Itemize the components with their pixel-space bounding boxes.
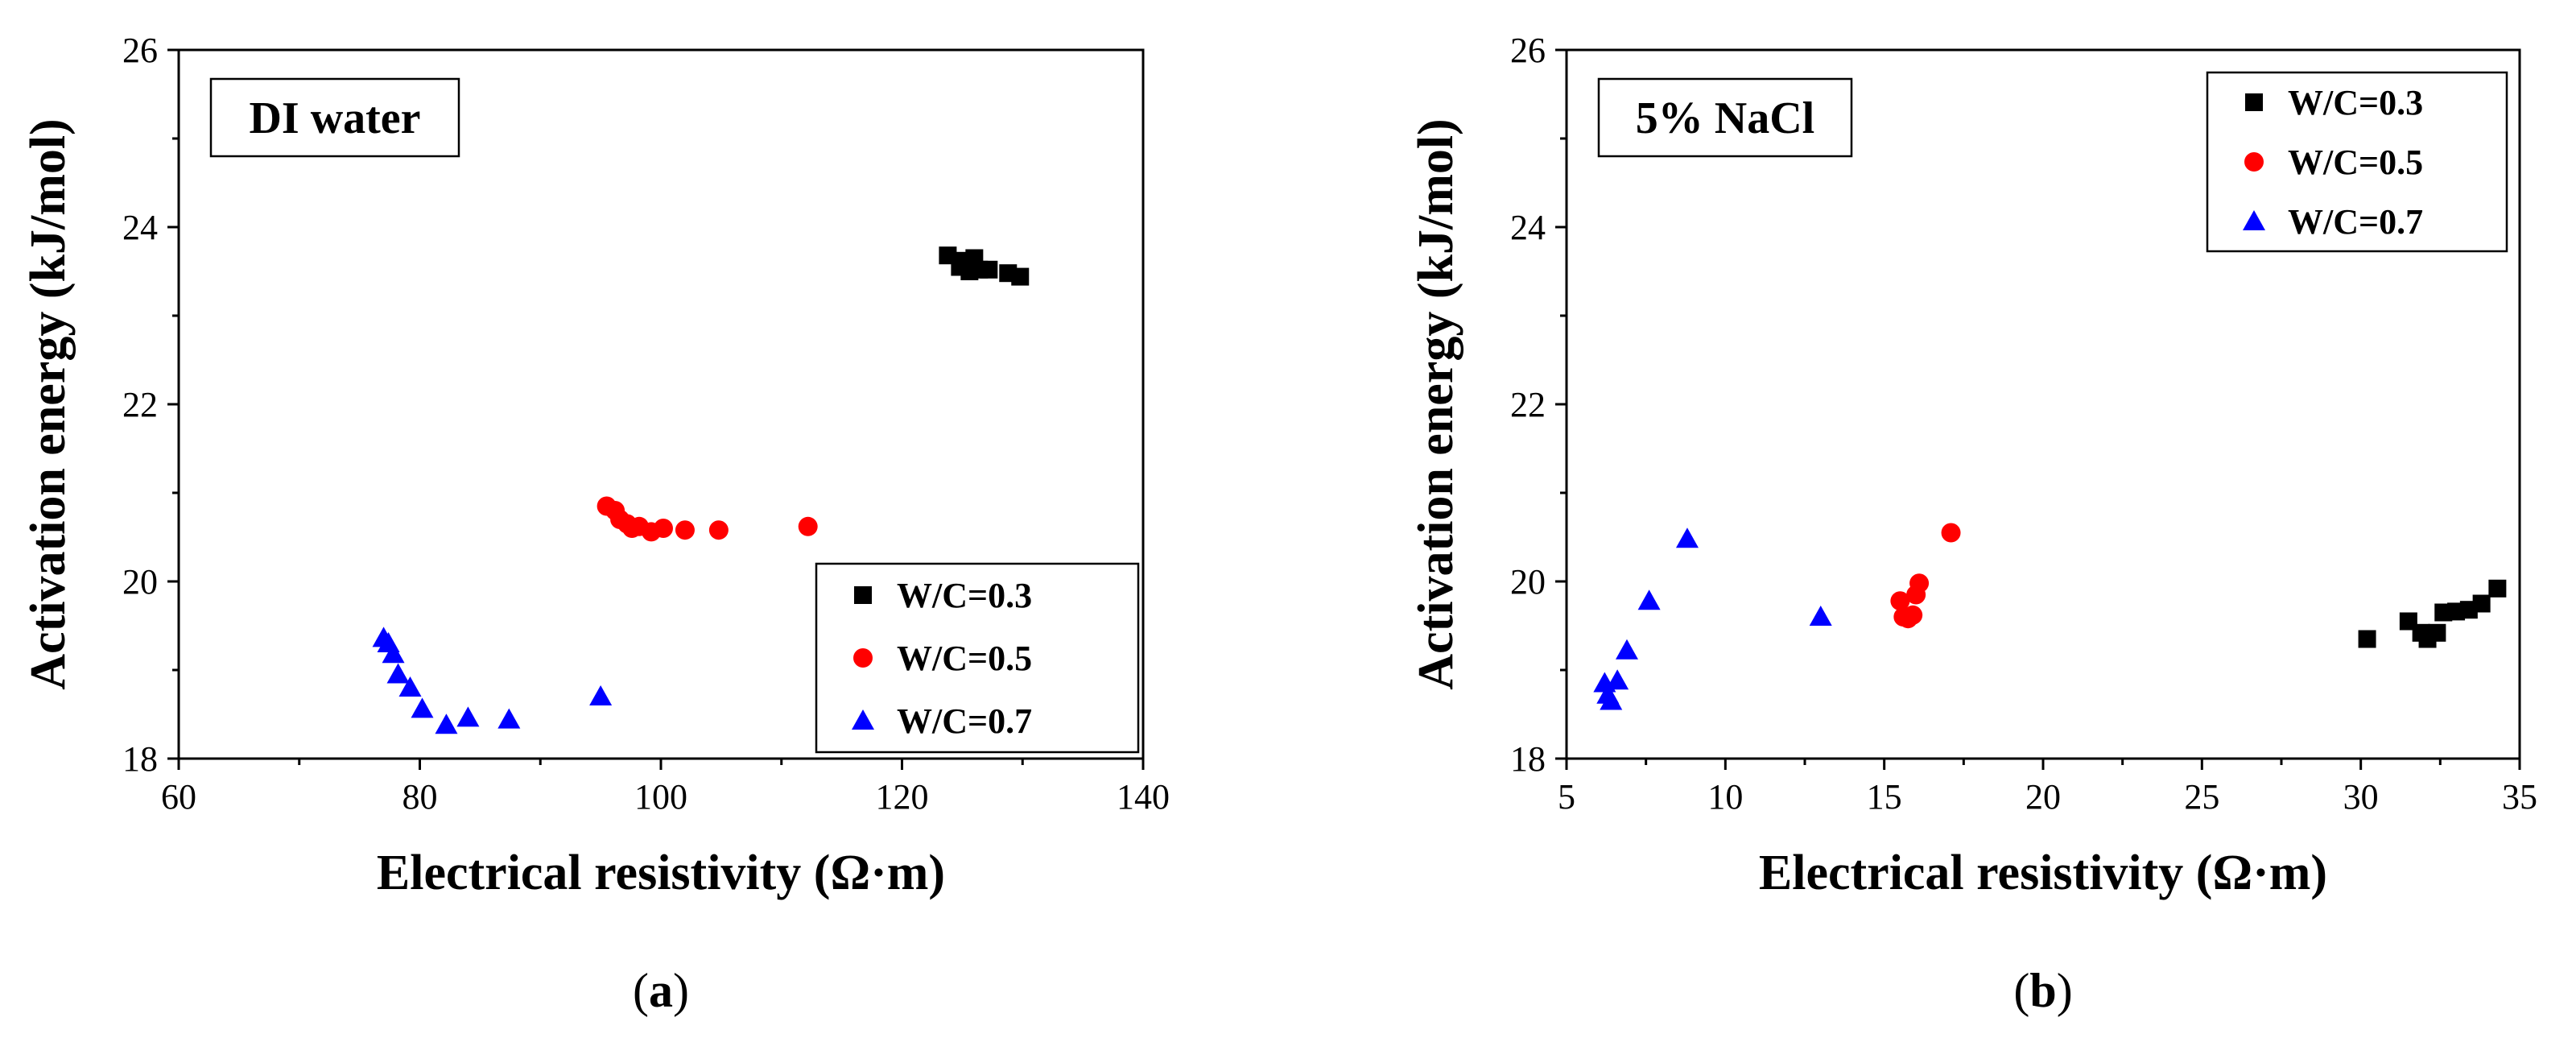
x-axis-label: Electrical resistivity (Ω·m) (1759, 846, 2327, 900)
data-point (1615, 639, 1638, 660)
data-point (497, 708, 521, 729)
legend-label: W/C=0.5 (2288, 143, 2423, 182)
x-tick-label: 20 (2025, 777, 2061, 817)
data-point (980, 260, 998, 279)
data-point (1909, 573, 1930, 594)
chart-panel-b: 5 10 15 20 25 30 35 18 20 22 24 26 Electrical resist… (1409, 31, 2537, 1017)
legend-label: W/C=0.3 (897, 576, 1032, 615)
data-point (675, 520, 695, 540)
legend-marker (2245, 93, 2263, 111)
data-point (1890, 591, 1910, 611)
panel-tag-label: DI water (249, 93, 420, 143)
y-tick-label: 26 (122, 31, 158, 70)
x-tick-label: 15 (1867, 777, 1902, 817)
caption-close-paren: ) (2057, 964, 2073, 1017)
legend-marker (852, 709, 874, 730)
legend-marker (2244, 152, 2264, 172)
data-point (798, 516, 818, 536)
data-point (2488, 579, 2507, 598)
x-tick-label: 25 (2184, 777, 2219, 817)
x-axis-label: Electrical resistivity (Ω·m) (377, 846, 945, 900)
series-W/C=0.7 (1593, 527, 1832, 710)
y-tick-label: 22 (1510, 385, 1546, 424)
legend-marker (2243, 210, 2265, 230)
series-W/C=0.7 (372, 627, 613, 734)
caption-close-paren: ) (673, 964, 689, 1017)
y-tick-label: 18 (1510, 739, 1546, 779)
panel-tag: 5% NaCl (1597, 77, 1853, 158)
caption-letter: a (649, 964, 673, 1017)
series-W/C=0.3 (2358, 579, 2507, 648)
data-point (386, 663, 410, 684)
data-point (2358, 630, 2376, 648)
legend-label: W/C=0.5 (897, 639, 1032, 678)
caption-letter: b (2029, 964, 2056, 1017)
chart-panel-a: 60 80 100 120 140 18 20 22 24 26 Electrical resist… (21, 31, 1170, 1017)
panel-caption: (a) (633, 964, 689, 1017)
legend-marker (854, 586, 872, 604)
data-point (589, 685, 613, 705)
data-point (382, 643, 405, 664)
y-tick-label: 20 (122, 562, 158, 602)
panel-caption: (b) (2013, 964, 2072, 1017)
x-tick-label: 80 (402, 777, 438, 817)
panel-tag-box (1597, 77, 1853, 158)
x-tick-label: 30 (2343, 777, 2379, 817)
data-point (1606, 669, 1629, 690)
data-point (2472, 594, 2491, 613)
y-tick-label: 24 (1510, 208, 1546, 247)
data-point (1941, 523, 1961, 543)
data-point (1637, 589, 1661, 610)
data-point (456, 706, 480, 727)
series-W/C=0.3 (939, 246, 1030, 286)
legend-label: W/C=0.7 (897, 701, 1032, 741)
data-point (411, 697, 434, 718)
legend-marker (853, 648, 873, 668)
panel-tag: DI water (209, 77, 460, 158)
data-point (653, 519, 673, 538)
legend-label: W/C=0.3 (2288, 83, 2423, 122)
x-tick-label: 5 (1558, 777, 1575, 817)
caption-open-paren: ( (633, 964, 649, 1017)
series-W/C=0.5 (1890, 523, 1961, 629)
caption-open-paren: ( (2013, 964, 2029, 1017)
series-W/C=0.5 (597, 496, 818, 542)
data-point (708, 520, 729, 540)
x-tick-label: 100 (634, 777, 687, 817)
y-tick-label: 26 (1510, 31, 1546, 70)
x-tick-label: 120 (876, 777, 929, 817)
x-tick-label: 60 (161, 777, 196, 817)
y-axis-label: Activation energy (kJ/mol) (1409, 118, 1463, 689)
y-axis-label: Activation energy (kJ/mol) (21, 118, 76, 689)
y-tick-label: 20 (1510, 562, 1546, 602)
data-point (1903, 605, 1923, 625)
x-tick-label: 35 (2502, 777, 2537, 817)
y-tick-label: 24 (122, 208, 158, 247)
y-tick-label: 18 (122, 739, 158, 779)
data-point (1675, 527, 1699, 548)
panel-tag-label: 5% NaCl (1636, 93, 1814, 143)
data-point (1011, 267, 1030, 286)
data-point (2428, 623, 2446, 642)
data-point (1809, 606, 1832, 626)
legend: W/C=0.3 W/C=0.5 W/C=0.7 (815, 562, 1140, 754)
legend: W/C=0.3 W/C=0.5 W/C=0.7 (2206, 71, 2508, 253)
panel-tag-box (209, 77, 460, 158)
legend-label: W/C=0.7 (2288, 202, 2423, 242)
data-point (398, 676, 422, 697)
data-point (435, 713, 458, 734)
x-tick-label: 10 (1707, 777, 1743, 817)
y-tick-label: 22 (122, 385, 158, 424)
x-tick-label: 140 (1117, 777, 1170, 817)
data-point (1600, 689, 1623, 710)
